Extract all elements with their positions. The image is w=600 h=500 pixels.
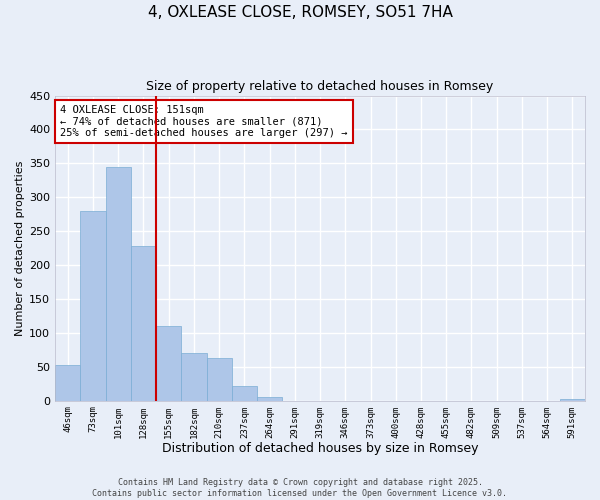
X-axis label: Distribution of detached houses by size in Romsey: Distribution of detached houses by size …: [162, 442, 478, 455]
Bar: [156, 326, 181, 400]
Text: 4, OXLEASE CLOSE, ROMSEY, SO51 7HA: 4, OXLEASE CLOSE, ROMSEY, SO51 7HA: [148, 5, 452, 20]
Y-axis label: Number of detached properties: Number of detached properties: [15, 160, 25, 336]
Bar: [232, 386, 257, 400]
Bar: [131, 246, 156, 400]
Text: 4 OXLEASE CLOSE: 151sqm
← 74% of detached houses are smaller (871)
25% of semi-d: 4 OXLEASE CLOSE: 151sqm ← 74% of detache…: [61, 104, 348, 138]
Bar: [206, 358, 232, 401]
Bar: [80, 211, 106, 400]
Title: Size of property relative to detached houses in Romsey: Size of property relative to detached ho…: [146, 80, 494, 93]
Bar: [257, 396, 282, 400]
Bar: [55, 366, 80, 400]
Bar: [181, 354, 206, 401]
Bar: [106, 167, 131, 400]
Text: Contains HM Land Registry data © Crown copyright and database right 2025.
Contai: Contains HM Land Registry data © Crown c…: [92, 478, 508, 498]
